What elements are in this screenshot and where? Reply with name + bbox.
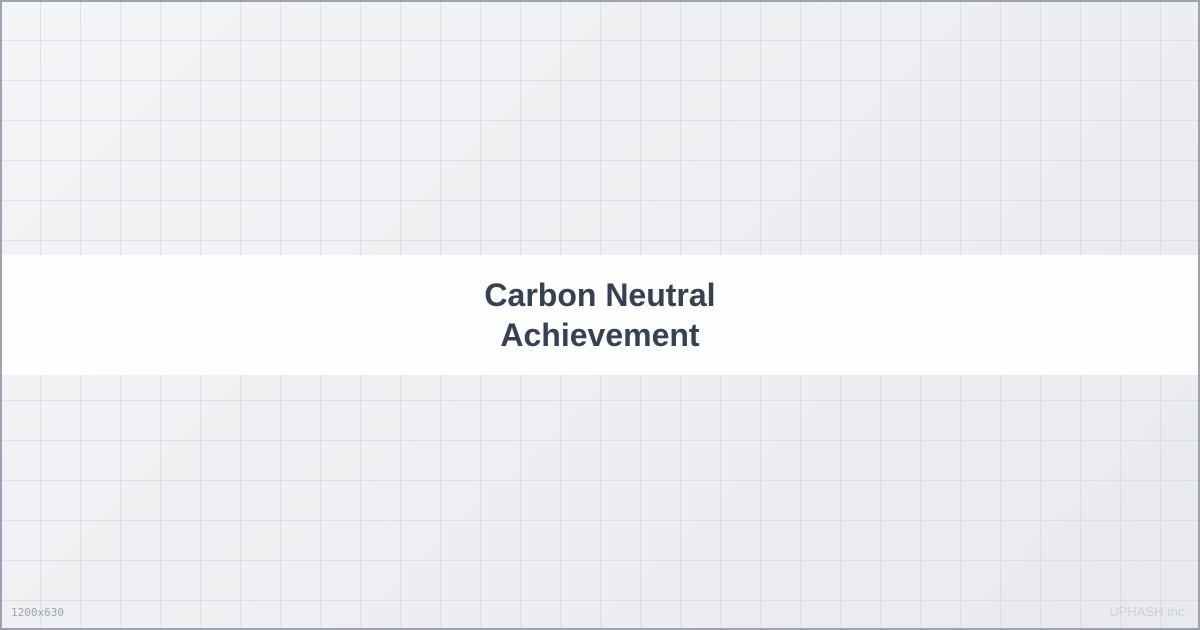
title-line-2: Achievement	[500, 317, 700, 353]
page-title: Carbon Neutral Achievement	[484, 275, 715, 355]
brand-watermark: UPHASH Inc.	[1109, 604, 1188, 619]
dimensions-label: 1200x630	[11, 606, 64, 619]
title-line-1: Carbon Neutral	[484, 277, 716, 313]
title-band: Carbon Neutral Achievement	[2, 255, 1198, 375]
